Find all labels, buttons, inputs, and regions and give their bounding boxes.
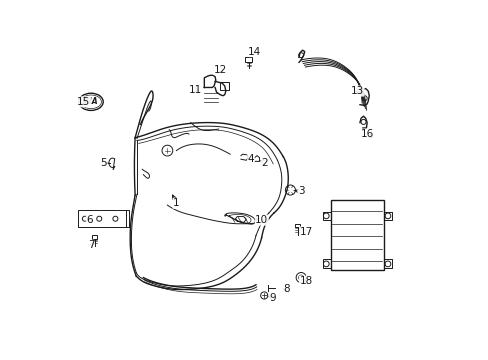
Text: 4: 4 — [247, 154, 254, 164]
Text: 13: 13 — [350, 86, 364, 96]
Text: 3: 3 — [297, 186, 304, 197]
Bar — [294, 224, 300, 227]
Text: 6: 6 — [86, 215, 93, 225]
Bar — [92, 235, 97, 239]
Text: KIA: KIA — [83, 97, 98, 106]
Text: 2: 2 — [261, 158, 267, 168]
Text: 9: 9 — [268, 293, 275, 303]
Text: 12: 12 — [213, 64, 226, 75]
Text: 15: 15 — [77, 97, 90, 107]
Bar — [220, 82, 228, 90]
Text: 16: 16 — [360, 129, 373, 139]
Text: 17: 17 — [299, 227, 312, 237]
Text: 8: 8 — [283, 284, 289, 294]
Text: 14: 14 — [247, 46, 261, 57]
Text: 10: 10 — [255, 215, 268, 225]
Text: 7: 7 — [87, 240, 94, 250]
Text: 11: 11 — [188, 85, 201, 95]
Text: 1: 1 — [173, 198, 179, 208]
Bar — [330, 201, 383, 270]
Bar — [244, 57, 252, 62]
Bar — [78, 210, 126, 227]
Text: 5: 5 — [101, 158, 107, 168]
Text: 18: 18 — [299, 276, 312, 286]
